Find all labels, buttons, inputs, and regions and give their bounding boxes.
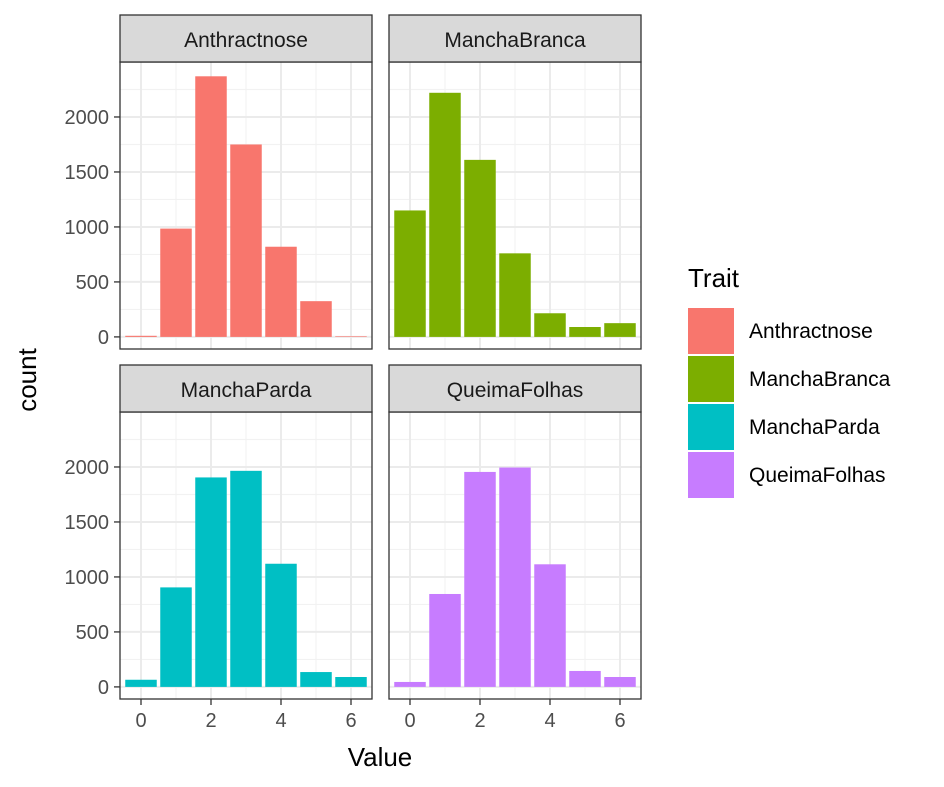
x-tick-label: 4 bbox=[275, 710, 286, 732]
bar-anthractnose-4 bbox=[265, 246, 297, 337]
axes: 0 500 1000 1500 2000 0 500 1000 1500 2000 0 2 4 6 0 2 4 6 bbox=[65, 107, 626, 732]
bar-manchabranca-3 bbox=[499, 253, 531, 337]
bar-anthractnose-2 bbox=[195, 76, 227, 337]
facet-strip bbox=[388, 364, 642, 413]
legend-title: Trait bbox=[688, 263, 740, 293]
bar-queimafolhas-4 bbox=[534, 564, 566, 687]
bar-queimafolhas-6 bbox=[604, 677, 636, 687]
y-axis-title: count bbox=[12, 347, 42, 411]
bar-manchaparda-5 bbox=[300, 672, 332, 687]
bar-queimafolhas-2 bbox=[464, 471, 496, 687]
bar-manchabranca-2 bbox=[464, 159, 496, 337]
bar-anthractnose-0 bbox=[125, 335, 157, 337]
facet-strip bbox=[119, 364, 373, 413]
bar-anthractnose-3 bbox=[230, 144, 262, 337]
bar-queimafolhas-5 bbox=[569, 670, 601, 687]
facet-panels: Anthractnose ManchaBranca ManchaParda Queim… bbox=[119, 14, 642, 700]
panel-anthractnose: Anthractnose bbox=[119, 14, 373, 350]
x-tick-label: 0 bbox=[135, 710, 146, 732]
legend-label-manchabranca: ManchaBranca bbox=[749, 368, 891, 391]
y-tick-label: 1500 bbox=[65, 162, 110, 184]
bar-manchaparda-2 bbox=[195, 477, 227, 687]
legend: Trait Anthractnose ManchaBranca ManchaPard… bbox=[688, 263, 891, 498]
bar-manchaparda-4 bbox=[265, 563, 297, 687]
facet-strip bbox=[388, 14, 642, 63]
facet-strip-label: ManchaBranca bbox=[444, 29, 586, 52]
bar-queimafolhas-1 bbox=[429, 593, 461, 687]
legend-key-queimafolhas bbox=[688, 452, 734, 498]
panel-queimafolhas: QueimaFolhas bbox=[388, 364, 642, 700]
bar-anthractnose-6 bbox=[335, 336, 367, 337]
bar-manchaparda-3 bbox=[230, 470, 262, 687]
legend-label-anthractnose: Anthractnose bbox=[749, 320, 873, 343]
panel-manchaparda: ManchaParda bbox=[119, 364, 373, 700]
bar-queimafolhas-0 bbox=[394, 681, 426, 687]
facet-strip-label: ManchaParda bbox=[181, 379, 312, 402]
bar-manchabranca-1 bbox=[429, 92, 461, 337]
bar-manchabranca-5 bbox=[569, 327, 601, 337]
bar-anthractnose-5 bbox=[300, 301, 332, 337]
facet-strip bbox=[119, 14, 373, 63]
bar-anthractnose-1 bbox=[160, 228, 192, 337]
legend-key-manchabranca bbox=[688, 356, 734, 402]
legend-key-manchaparda bbox=[688, 404, 734, 450]
bar-manchabranca-0 bbox=[394, 210, 426, 337]
y-tick-label: 2000 bbox=[65, 107, 110, 129]
y-tick-label: 500 bbox=[76, 272, 109, 294]
x-tick-label: 6 bbox=[614, 710, 625, 732]
y-tick-label: 1500 bbox=[65, 512, 110, 534]
x-tick-label: 2 bbox=[205, 710, 216, 732]
y-tick-label: 500 bbox=[76, 622, 109, 644]
bar-manchaparda-6 bbox=[335, 677, 367, 687]
bar-manchaparda-1 bbox=[160, 587, 192, 687]
bar-manchabranca-4 bbox=[534, 313, 566, 337]
x-axis-title: Value bbox=[348, 742, 413, 772]
panel-manchabranca: ManchaBranca bbox=[388, 14, 642, 350]
y-tick-label: 1000 bbox=[65, 217, 110, 239]
legend-label-manchaparda: ManchaParda bbox=[749, 416, 880, 439]
bar-queimafolhas-3 bbox=[499, 467, 531, 687]
bar-manchaparda-0 bbox=[125, 679, 157, 687]
x-tick-label: 6 bbox=[345, 710, 356, 732]
facet-strip-label: Anthractnose bbox=[184, 29, 308, 52]
facet-strip-label: QueimaFolhas bbox=[447, 379, 584, 402]
bar-manchabranca-6 bbox=[604, 323, 636, 337]
x-tick-label: 4 bbox=[544, 710, 555, 732]
x-tick-label: 0 bbox=[404, 710, 415, 732]
legend-label-queimafolhas: QueimaFolhas bbox=[749, 464, 886, 487]
legend-key-anthractnose bbox=[688, 308, 734, 354]
y-tick-label: 2000 bbox=[65, 457, 110, 479]
y-tick-label: 1000 bbox=[65, 567, 110, 589]
x-tick-label: 2 bbox=[474, 710, 485, 732]
y-tick-label: 0 bbox=[98, 677, 109, 699]
y-tick-label: 0 bbox=[98, 327, 109, 349]
